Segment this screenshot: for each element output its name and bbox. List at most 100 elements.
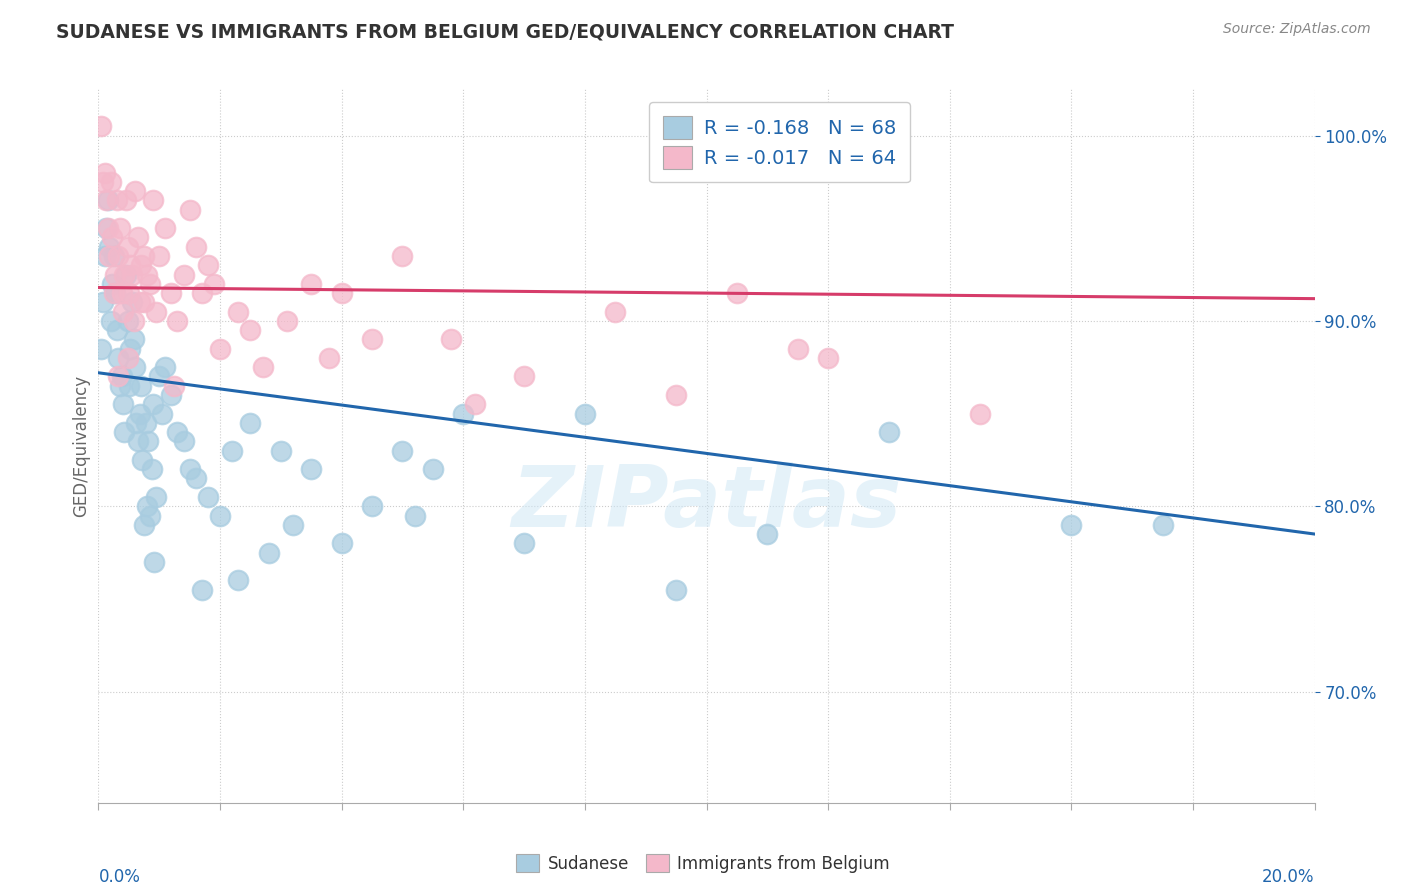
Point — [98, 240, 121, 254]
Point — [605, 304, 627, 318]
Point — [94, 221, 117, 235]
Point — [129, 378, 152, 392]
Point — [257, 545, 280, 559]
Point — [103, 286, 125, 301]
Point — [239, 323, 262, 337]
Point — [226, 304, 249, 318]
Point — [202, 277, 225, 291]
Point — [160, 286, 183, 301]
Point — [422, 462, 444, 476]
Point — [91, 295, 114, 310]
Point — [179, 462, 201, 476]
Point — [111, 304, 134, 318]
Point — [122, 333, 145, 347]
Text: 0.0%: 0.0% — [98, 868, 141, 886]
Point — [197, 490, 219, 504]
Point — [96, 194, 118, 208]
Point — [361, 333, 384, 347]
Point — [117, 351, 139, 365]
Point — [665, 388, 688, 402]
Point — [107, 369, 129, 384]
Point — [173, 268, 195, 282]
Point — [725, 286, 748, 301]
Point — [125, 416, 148, 430]
Point — [118, 342, 141, 356]
Point — [108, 378, 131, 392]
Y-axis label: GED/Equivalency: GED/Equivalency — [72, 375, 90, 517]
Point — [817, 351, 839, 365]
Point — [148, 369, 170, 384]
Point — [155, 360, 177, 375]
Point — [191, 582, 214, 597]
Point — [145, 490, 167, 504]
Point — [226, 574, 249, 588]
Point — [124, 184, 146, 198]
Point — [136, 268, 159, 282]
Point — [118, 286, 141, 301]
Point — [104, 268, 127, 282]
Legend: Sudanese, Immigrants from Belgium: Sudanese, Immigrants from Belgium — [509, 847, 897, 880]
Point — [163, 378, 186, 392]
Point — [117, 240, 139, 254]
Point — [108, 221, 131, 235]
Point — [124, 360, 146, 375]
Point — [114, 194, 136, 208]
Point — [96, 221, 118, 235]
Point — [142, 397, 165, 411]
Point — [122, 314, 145, 328]
Point — [574, 407, 596, 421]
Point — [142, 194, 165, 208]
Point — [1060, 517, 1083, 532]
Point — [252, 360, 274, 375]
Point — [221, 443, 243, 458]
Point — [121, 295, 143, 310]
Point — [299, 277, 322, 291]
Point — [786, 342, 808, 356]
Point — [127, 434, 149, 449]
Point — [118, 258, 141, 272]
Point — [453, 407, 475, 421]
Point — [141, 462, 163, 476]
Point — [112, 425, 135, 439]
Point — [281, 517, 304, 532]
Text: ZIPatlas: ZIPatlas — [512, 461, 901, 545]
Text: SUDANESE VS IMMIGRANTS FROM BELGIUM GED/EQUIVALENCY CORRELATION CHART: SUDANESE VS IMMIGRANTS FROM BELGIUM GED/… — [56, 22, 955, 41]
Point — [330, 536, 353, 550]
Point — [184, 471, 207, 485]
Point — [132, 249, 155, 263]
Point — [110, 286, 132, 301]
Point — [197, 258, 219, 272]
Point — [143, 555, 166, 569]
Point — [391, 249, 413, 263]
Point — [127, 230, 149, 244]
Point — [404, 508, 426, 523]
Point — [103, 249, 125, 263]
Point — [160, 388, 183, 402]
Point — [150, 407, 173, 421]
Point — [93, 249, 115, 263]
Point — [877, 425, 900, 439]
Point — [128, 407, 150, 421]
Point — [112, 268, 135, 282]
Point — [105, 323, 128, 337]
Point — [132, 517, 155, 532]
Point — [90, 342, 112, 356]
Point — [104, 286, 127, 301]
Point — [136, 434, 159, 449]
Point — [100, 314, 122, 328]
Point — [139, 277, 162, 291]
Point — [107, 249, 129, 263]
Point — [132, 295, 155, 310]
Point — [110, 369, 132, 384]
Point — [173, 434, 195, 449]
Point — [756, 527, 779, 541]
Point — [105, 194, 128, 208]
Point — [117, 314, 139, 328]
Text: 20.0%: 20.0% — [1263, 868, 1315, 886]
Point — [299, 462, 322, 476]
Point — [107, 351, 129, 365]
Point — [121, 268, 143, 282]
Point — [513, 536, 536, 550]
Point — [148, 249, 170, 263]
Point — [128, 295, 150, 310]
